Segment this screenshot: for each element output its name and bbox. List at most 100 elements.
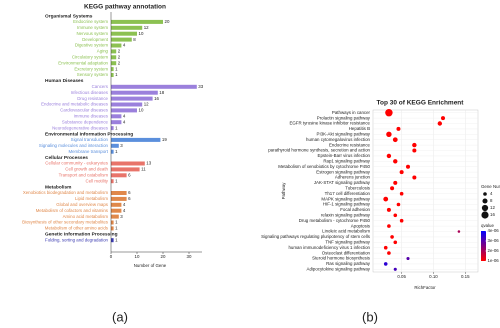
y-tick-label: Substance dependence <box>62 119 109 124</box>
bar <box>111 214 119 219</box>
point <box>385 108 393 117</box>
value-label: 18 <box>159 90 164 95</box>
y-tick-label: Apoptosis <box>351 223 371 228</box>
y-tick-label: Cardiovascular diseases <box>60 108 109 113</box>
point <box>412 142 417 148</box>
point <box>393 267 397 271</box>
point <box>437 121 443 126</box>
value-label: 19 <box>162 137 167 142</box>
y-tick-label: Infectious diseases <box>71 90 109 95</box>
bar <box>111 208 122 213</box>
legend-marker <box>481 211 489 219</box>
point <box>440 116 446 121</box>
bar <box>111 196 127 201</box>
point <box>399 191 404 196</box>
point <box>399 170 404 175</box>
bar <box>111 61 117 66</box>
y-tick-label: Excretory system <box>74 66 108 71</box>
x-tick-label: 20 <box>161 254 166 259</box>
point <box>406 256 410 261</box>
y-tick-label: Adherens junction <box>335 175 371 180</box>
value-label: 4 <box>123 43 126 48</box>
bar <box>111 90 158 95</box>
y-tick-label: Transport and catabolism <box>59 172 109 177</box>
value-label: 1 <box>115 66 118 71</box>
bar <box>111 102 143 107</box>
bar <box>111 220 114 225</box>
y-tick-label: Signaling pathways regulating pluripoten… <box>261 234 371 239</box>
value-label: 6 <box>128 172 131 177</box>
y-tick-label: Aging <box>97 49 109 54</box>
bar <box>111 43 122 48</box>
y-tick-label: PI3K-Akt signaling pathway <box>317 131 371 136</box>
point <box>387 251 391 255</box>
y-tick-label: Rap1 signaling pathway <box>323 158 370 163</box>
point <box>412 148 417 153</box>
group-header: Human Diseases <box>45 78 84 84</box>
y-tick-label: Endocrine resistance <box>329 142 371 147</box>
y-axis-label: Pathway <box>281 182 286 200</box>
point <box>396 202 401 207</box>
bar <box>111 226 114 231</box>
bar <box>111 114 122 119</box>
point <box>393 240 398 245</box>
value-label: 2 <box>118 49 121 54</box>
value-label: 12 <box>144 102 149 107</box>
y-tick-label: Metabolism of cofactors and vitamins <box>36 208 109 213</box>
bar <box>111 96 153 101</box>
point <box>386 153 392 159</box>
x-tick-label: 10 <box>135 254 140 259</box>
value-label: 12 <box>144 25 149 30</box>
y-tick-label: Th17 cell differentiation <box>325 191 371 196</box>
bar <box>111 73 114 77</box>
bar <box>111 238 114 243</box>
chart-title: Top 30 of KEGG Enrichment <box>377 100 465 107</box>
y-tick-label: TNF signaling pathway <box>325 239 370 244</box>
legend-label: 16 <box>490 212 495 217</box>
legend-label: 8 <box>490 198 493 203</box>
y-tick-label: Metabolism of xenobiotics by cytochrome … <box>278 164 370 169</box>
value-label: 10 <box>139 108 144 113</box>
legend-title: Gene Number <box>481 184 500 189</box>
group-header: Environmental Information Processing <box>45 131 133 137</box>
y-tick-label: Cell motility <box>86 178 109 183</box>
bar <box>111 31 137 36</box>
y-tick-label: human immunodeficiency virus 1 infection <box>288 245 370 250</box>
point <box>412 175 417 180</box>
point <box>393 213 398 218</box>
value-label: 1 <box>115 220 118 225</box>
legend-marker <box>481 204 489 212</box>
value-label: 6 <box>128 196 131 201</box>
value-label: 4 <box>123 208 126 213</box>
bar <box>111 37 132 42</box>
point <box>387 224 391 228</box>
y-tick-label: Development <box>82 37 109 42</box>
y-tick-label: EGFR tyrosine kinase inhibitor resistanc… <box>289 121 370 126</box>
y-tick-label: Amino acid metabolism <box>63 214 109 219</box>
value-label: 33 <box>198 84 203 89</box>
y-tick-label: MAPK signaling pathway <box>321 196 370 201</box>
y-tick-label: Adipocytokine signaling pathway <box>307 266 371 271</box>
legend-marker <box>483 192 487 196</box>
bar <box>111 49 117 54</box>
point <box>383 245 388 250</box>
point <box>390 235 394 239</box>
bar <box>111 179 114 184</box>
legend-label: 1e-06 <box>488 258 500 263</box>
bar <box>111 126 114 131</box>
group-header: Organismal Systems <box>45 13 93 19</box>
plot-area <box>372 109 479 273</box>
y-tick-label: Xenobiotics biodegradation and metabolis… <box>23 190 109 195</box>
y-tick-label: Immune diseases <box>74 113 109 118</box>
bar <box>111 67 114 72</box>
point <box>386 131 392 137</box>
y-tick-label: Membrane transport <box>68 149 108 154</box>
value-label: 10 <box>139 31 144 36</box>
y-tick-label: Biosynthesis of other secondary metaboli… <box>22 220 109 225</box>
bar <box>111 55 117 60</box>
y-tick-label: HIF-1 signaling pathway <box>323 202 371 207</box>
point <box>383 196 389 202</box>
bar <box>111 143 119 148</box>
y-tick-label: Osteoclast differentiation <box>322 250 371 255</box>
y-tick-label: Hepatitis B <box>349 126 370 131</box>
